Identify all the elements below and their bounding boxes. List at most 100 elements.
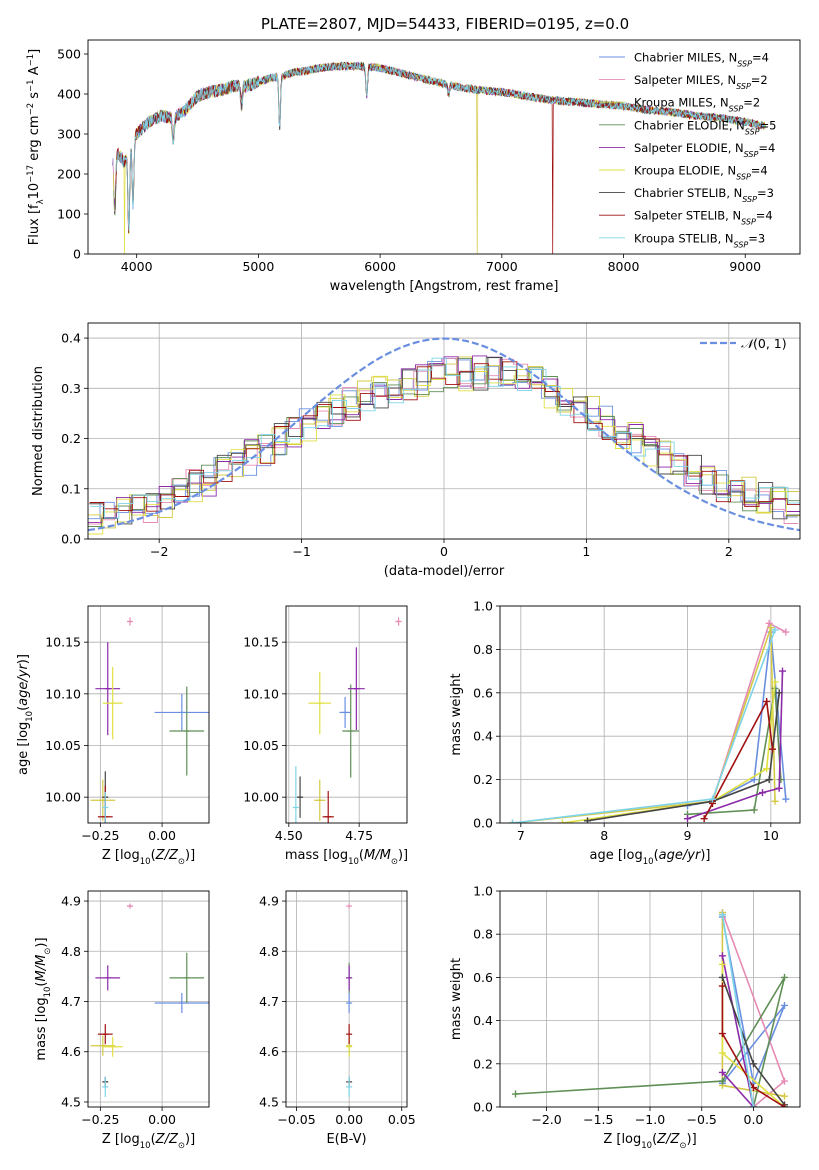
y-tick-label: 4.8	[61, 944, 81, 959]
histogram-2	[88, 357, 799, 525]
y-tick-label: 0.0	[61, 532, 81, 547]
weight-marker	[780, 973, 788, 981]
x-tick-label: −2	[150, 544, 168, 559]
weight-marker	[763, 697, 771, 705]
x-tick-label: 9000	[729, 259, 761, 274]
y-tick-label: 0.0	[473, 1100, 493, 1115]
residuals-plot	[88, 337, 800, 535]
error-point	[90, 779, 116, 821]
mass-vs-EBV-axes: −0.05 0.00 0.05 4.5 4.6 4.7 4.8 4.9 E(B-V)	[259, 891, 416, 1147]
weight-line-6	[562, 681, 776, 823]
x-tick-label: −1	[292, 544, 310, 559]
x-tick-label: 8	[600, 828, 608, 843]
weight-vs-Z-plot	[512, 909, 788, 1107]
weight-marker	[777, 776, 785, 784]
weight-marker	[559, 819, 566, 823]
figure-title: PLATE=2807, MJD=54433, FIBERID=0195, z=0…	[261, 15, 629, 33]
y-axis-label: mass weight	[449, 673, 464, 755]
x-tick-label: 6000	[364, 259, 396, 274]
mass-vs-EBV-frame	[285, 890, 408, 1108]
y-tick-label: 10.00	[45, 790, 81, 805]
weight-marker	[765, 776, 773, 784]
x-tick-label: 0.05	[388, 1112, 416, 1127]
y-tick-label: 0.2	[473, 1056, 493, 1071]
x-tick-label: −1.0	[635, 1112, 665, 1127]
x-axis-label: (data-model)/error	[384, 564, 505, 579]
age-vs-Z-plot	[90, 617, 209, 823]
x-tick-label: −0.05	[277, 1112, 315, 1127]
y-tick-label: 0.1	[61, 481, 81, 496]
error-point	[102, 1036, 123, 1057]
error-point	[346, 1076, 353, 1097]
y-tick-label: 10.10	[243, 686, 279, 701]
spectrum-legend: Chabrier MILES, NSSP=4 Salpeter MILES, NS…	[599, 51, 776, 249]
error-point	[292, 766, 299, 823]
weight-marker	[718, 982, 726, 990]
y-tick-label: 0.4	[473, 729, 493, 744]
legend-entry: Kroupa ELODIE, NSSP=4	[634, 164, 768, 182]
y-tick-label: 0.2	[473, 772, 493, 787]
weight-marker	[684, 815, 691, 823]
y-tick-label: 4.7	[61, 994, 81, 1009]
weight-marker	[509, 819, 516, 823]
error-point	[346, 965, 353, 991]
y-tick-label: 4.5	[61, 1094, 81, 1109]
weight-marker	[718, 1068, 726, 1076]
weight-marker	[718, 960, 726, 968]
weight-line-5	[687, 671, 784, 820]
x-tick-label: 2	[725, 544, 733, 559]
weight-line-5	[721, 955, 755, 1107]
y-tick-label: 4.9	[259, 894, 279, 909]
x-tick-label: 0.00	[335, 1112, 363, 1127]
age-vs-Z-frame	[87, 605, 210, 824]
y-axis-label: Flux [fλ10−17 erg cm−2 s−1 A−1]	[26, 49, 46, 245]
age-vs-mass-plot	[292, 617, 402, 823]
error-point	[126, 617, 133, 626]
error-point	[126, 903, 133, 909]
error-point	[346, 903, 353, 909]
weight-marker	[763, 765, 771, 773]
y-axis-label: Normed distribution	[31, 366, 46, 496]
y-tick-label: 1.0	[473, 884, 493, 899]
y-tick-label: 10.15	[45, 635, 81, 650]
weight-marker	[718, 952, 726, 960]
weight-marker	[749, 1084, 757, 1092]
weight-marker	[709, 795, 716, 803]
y-tick-label: 0.4	[473, 1013, 493, 1028]
error-point	[169, 686, 205, 776]
error-point	[154, 693, 209, 732]
y-tick-label: 0.8	[473, 927, 493, 942]
y-tick-label: 0.2	[61, 431, 81, 446]
x-axis-label: age [log10(age/yr)]	[590, 848, 711, 867]
error-point	[297, 776, 304, 818]
y-tick-label: 1.0	[473, 599, 493, 614]
histogram-7	[89, 357, 800, 525]
weight-vs-Z-axes: −2.0 −1.5 −1.0 −0.5 0.0 0.0 0.2 0.4 0.6 0.8 1.0 Z […	[449, 884, 800, 1151]
error-point	[97, 1024, 113, 1045]
residuals-legend: 𝒩(0, 1)	[700, 336, 787, 351]
x-axis-label: wavelength [Angstrom, rest frame]	[330, 279, 559, 294]
error-point	[169, 952, 205, 1004]
spectrum-frame	[87, 39, 801, 255]
x-tick-label: −2.0	[531, 1112, 561, 1127]
residuals-frame	[87, 322, 801, 540]
error-point	[342, 684, 360, 778]
error-point	[346, 1024, 353, 1045]
weight-marker	[750, 806, 758, 814]
y-tick-label: 300	[57, 127, 81, 142]
weight-vs-age-axes: 7 8 9 10 0.0 0.2 0.4 0.6 0.8 1.0 age [log10(age/yr…	[449, 599, 800, 867]
legend-entry: Salpeter ELODIE, NSSP=4	[634, 141, 775, 159]
weight-marker	[718, 1077, 726, 1085]
error-point	[347, 647, 365, 730]
x-tick-label: 7000	[486, 259, 518, 274]
x-tick-label: −0.5	[687, 1112, 717, 1127]
error-point	[346, 992, 353, 1014]
y-tick-label: 10.15	[243, 635, 279, 650]
weight-line-9	[721, 914, 755, 1107]
x-tick-label: 7	[517, 828, 525, 843]
legend-entry: Salpeter MILES, NSSP=2	[634, 73, 768, 91]
weight-marker	[718, 911, 726, 919]
y-tick-label: 10.00	[243, 790, 279, 805]
error-point	[322, 790, 334, 823]
